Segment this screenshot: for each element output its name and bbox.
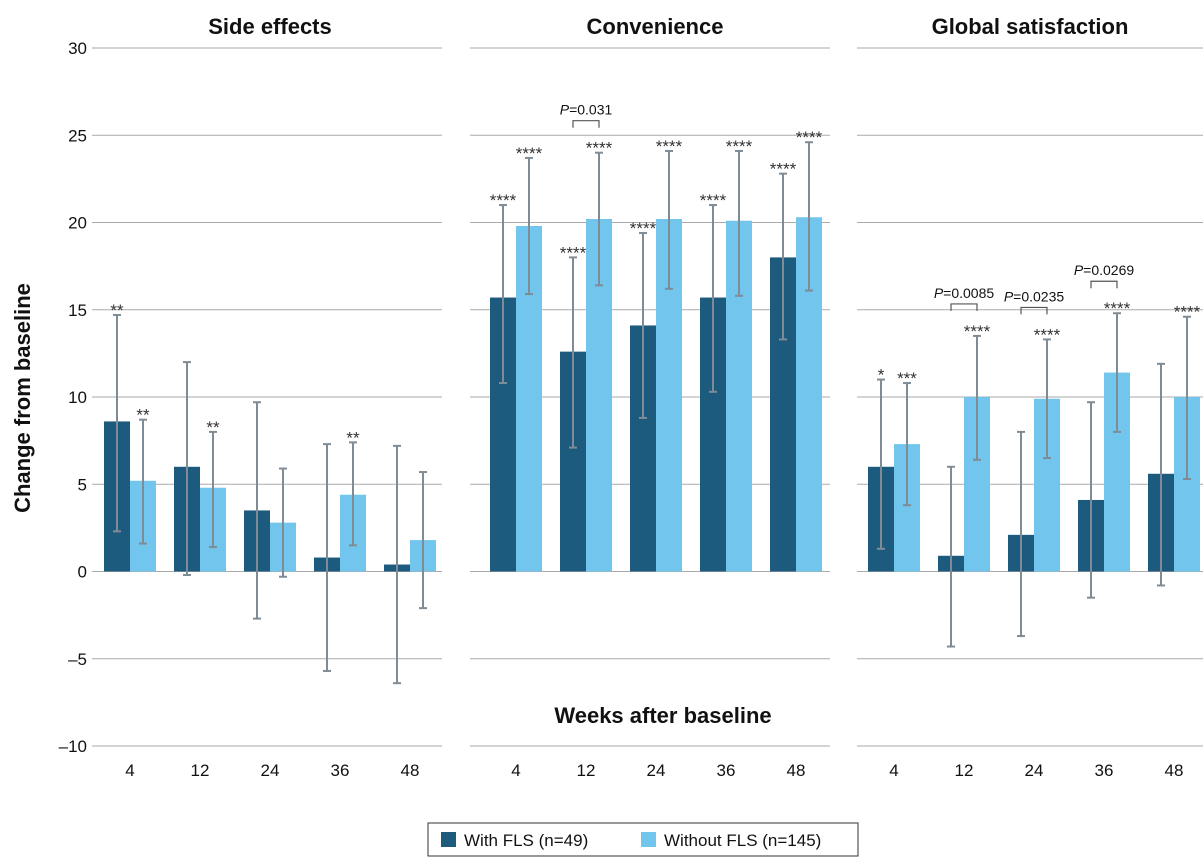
legend-swatch-with-fls xyxy=(441,832,456,847)
legend-label-without-fls: Without FLS (n=145) xyxy=(664,831,821,850)
x-tick-label: 24 xyxy=(1025,761,1044,780)
comparison-p-value: P=0.0085 xyxy=(934,285,995,301)
significance-label: **** xyxy=(1174,303,1201,322)
x-tick-label: 12 xyxy=(191,761,210,780)
panel-title: Side effects xyxy=(208,14,332,39)
significance-label: * xyxy=(878,366,885,385)
significance-label: ** xyxy=(136,406,150,425)
x-axis-title: Weeks after baseline xyxy=(554,703,771,728)
comparison-p-value: P=0.0269 xyxy=(1074,262,1135,278)
y-tick-label: –10 xyxy=(59,737,87,756)
y-tick-label: –5 xyxy=(68,650,87,669)
x-tick-label: 36 xyxy=(1095,761,1114,780)
x-tick-label: 48 xyxy=(1165,761,1184,780)
significance-label: **** xyxy=(770,160,797,179)
y-tick-label: 25 xyxy=(68,126,87,145)
significance-label: **** xyxy=(656,137,683,156)
x-tick-label: 4 xyxy=(511,761,520,780)
legend: With FLS (n=49) Without FLS (n=145) xyxy=(427,822,859,857)
significance-label: **** xyxy=(516,144,543,163)
significance-label: ** xyxy=(110,301,124,320)
significance-label: ** xyxy=(346,428,360,447)
significance-label: **** xyxy=(700,191,727,210)
comparison-p-value: P=0.0235 xyxy=(1004,288,1065,304)
legend-label-with-fls: With FLS (n=49) xyxy=(464,831,588,850)
x-tick-label: 36 xyxy=(331,761,350,780)
significance-label: **** xyxy=(796,128,823,147)
y-tick-label: 10 xyxy=(68,388,87,407)
comparison-bracket xyxy=(950,303,978,311)
y-axis-title: Change from baseline xyxy=(10,283,35,513)
y-tick-label: 20 xyxy=(68,214,87,233)
comparison-bracket xyxy=(1090,280,1118,289)
x-tick-label: 48 xyxy=(787,761,806,780)
y-tick-label: 5 xyxy=(78,475,87,494)
significance-label: **** xyxy=(1034,325,1061,344)
significance-label: **** xyxy=(490,191,517,210)
significance-label: **** xyxy=(560,243,587,262)
legend-swatch-without-fls xyxy=(641,832,656,847)
x-tick-label: 48 xyxy=(401,761,420,780)
panel-title: Global satisfaction xyxy=(932,14,1129,39)
comparison-bracket xyxy=(1020,306,1048,315)
bars xyxy=(104,217,1200,572)
x-tick-label: 12 xyxy=(577,761,596,780)
significance-label: *** xyxy=(897,369,917,388)
significance-label: **** xyxy=(726,137,753,156)
comparison-bracket xyxy=(572,120,600,128)
x-tick-label: 12 xyxy=(955,761,974,780)
error-bars xyxy=(113,141,1191,685)
comparison-p-value: P=0.031 xyxy=(560,102,613,118)
y-tick-label: 0 xyxy=(78,563,87,582)
x-tick-label: 36 xyxy=(717,761,736,780)
significance-label: ** xyxy=(206,418,220,437)
significance-label: **** xyxy=(964,322,991,341)
significance-label: **** xyxy=(630,219,657,238)
x-tick-label: 4 xyxy=(125,761,134,780)
significance-label: **** xyxy=(586,139,613,158)
x-tick-label: 24 xyxy=(647,761,666,780)
y-tick-label: 30 xyxy=(68,39,87,58)
y-tick-label: 15 xyxy=(68,301,87,320)
x-tick-label: 24 xyxy=(261,761,280,780)
panel-title: Convenience xyxy=(587,14,724,39)
significance-label: **** xyxy=(1104,299,1131,318)
x-tick-label: 4 xyxy=(889,761,898,780)
